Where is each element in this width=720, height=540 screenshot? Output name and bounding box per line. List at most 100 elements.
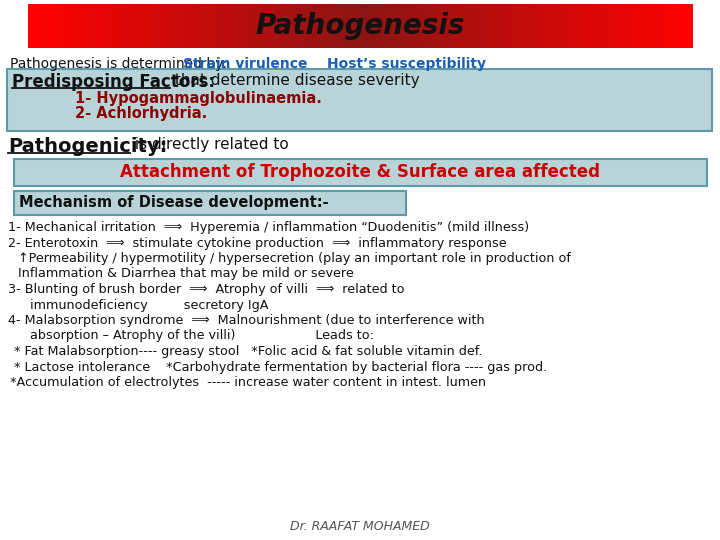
Bar — [399, 4, 405, 48]
Bar — [615, 4, 621, 48]
Bar — [465, 4, 471, 48]
Bar — [117, 4, 122, 48]
Bar — [681, 4, 687, 48]
Bar — [382, 4, 388, 48]
Text: * Lactose intolerance    *Carbohydrate fermentation by bacterial flora ---- gas : * Lactose intolerance *Carbohydrate ferm… — [10, 361, 547, 374]
Bar — [34, 4, 40, 48]
Bar — [360, 4, 366, 48]
Text: 2- Achlorhydria.: 2- Achlorhydria. — [75, 106, 207, 121]
Bar — [133, 4, 139, 48]
Bar — [609, 4, 615, 48]
Bar — [50, 4, 56, 48]
Bar — [642, 4, 648, 48]
Bar — [84, 4, 89, 48]
Bar — [686, 4, 693, 48]
Text: 1- Mechanical irritation  ⟹  Hyperemia / inflammation “Duodenitis” (mild illness: 1- Mechanical irritation ⟹ Hyperemia / i… — [8, 221, 529, 234]
Text: Mechanism of Disease development:-: Mechanism of Disease development:- — [19, 195, 328, 211]
Text: 3- Blunting of brush border  ⟹  Atrophy of villi  ⟹  related to: 3- Blunting of brush border ⟹ Atrophy of… — [8, 283, 405, 296]
Bar — [282, 4, 289, 48]
Bar — [294, 4, 300, 48]
Bar — [421, 4, 427, 48]
Bar — [526, 4, 532, 48]
Bar — [554, 4, 559, 48]
Bar — [105, 4, 112, 48]
Bar — [559, 4, 565, 48]
Bar — [459, 4, 466, 48]
Bar — [531, 4, 538, 48]
Bar — [492, 4, 499, 48]
Bar — [228, 4, 233, 48]
Text: * Fat Malabsorption---- greasy stool   *Folic acid & fat soluble vitamin def.: * Fat Malabsorption---- greasy stool *Fo… — [10, 345, 482, 358]
Bar — [72, 4, 78, 48]
Bar — [366, 4, 372, 48]
Bar — [321, 4, 328, 48]
Bar — [393, 4, 399, 48]
Bar — [144, 4, 150, 48]
Text: Strain virulence    Host’s susceptibility: Strain virulence Host’s susceptibility — [183, 57, 486, 71]
Bar — [166, 4, 172, 48]
Bar — [127, 4, 134, 48]
Bar — [333, 4, 338, 48]
Bar — [277, 4, 283, 48]
Bar — [271, 4, 277, 48]
Bar — [570, 4, 576, 48]
Bar — [576, 4, 582, 48]
Bar — [515, 4, 521, 48]
Bar — [415, 4, 421, 48]
Bar — [172, 4, 178, 48]
Bar — [504, 4, 510, 48]
Bar — [338, 4, 344, 48]
Bar — [78, 4, 84, 48]
Bar — [189, 4, 194, 48]
Bar — [199, 4, 206, 48]
Bar — [349, 4, 355, 48]
Bar — [210, 4, 217, 48]
Bar — [548, 4, 554, 48]
Bar — [310, 4, 316, 48]
Bar — [299, 4, 305, 48]
Bar — [55, 4, 62, 48]
Bar — [371, 4, 377, 48]
Bar — [94, 4, 100, 48]
Bar — [89, 4, 95, 48]
Bar — [476, 4, 482, 48]
Bar — [255, 4, 261, 48]
Text: immunodeficiency         secretory IgA: immunodeficiency secretory IgA — [18, 299, 269, 312]
Bar — [39, 4, 45, 48]
Bar — [249, 4, 256, 48]
Bar — [150, 4, 156, 48]
Bar — [438, 4, 444, 48]
Bar — [316, 4, 322, 48]
Text: 2- Enterotoxin  ⟹  stimulate cytokine production  ⟹  inflammatory response: 2- Enterotoxin ⟹ stimulate cytokine prod… — [8, 237, 507, 249]
Bar — [521, 4, 526, 48]
Bar — [471, 4, 477, 48]
FancyBboxPatch shape — [14, 159, 707, 186]
Bar — [564, 4, 571, 48]
Bar — [28, 4, 34, 48]
Text: ↑Permeability / hypermotility / hypersecretion (play an important role in produc: ↑Permeability / hypermotility / hypersec… — [18, 252, 571, 265]
Bar — [659, 4, 665, 48]
Bar — [653, 4, 660, 48]
Text: is directly related to: is directly related to — [130, 137, 289, 152]
Bar — [111, 4, 117, 48]
Bar — [261, 4, 266, 48]
Bar — [327, 4, 333, 48]
Bar — [67, 4, 73, 48]
Bar — [581, 4, 588, 48]
Bar — [377, 4, 382, 48]
Bar — [100, 4, 106, 48]
Bar — [631, 4, 637, 48]
Bar — [354, 4, 361, 48]
Bar — [410, 4, 416, 48]
Bar — [636, 4, 643, 48]
Bar — [665, 4, 670, 48]
Bar — [603, 4, 610, 48]
Text: Attachment of Trophozoite & Surface area affected: Attachment of Trophozoite & Surface area… — [120, 163, 600, 181]
Bar — [543, 4, 549, 48]
Text: Predisposing Factors:: Predisposing Factors: — [12, 73, 215, 91]
Bar — [238, 4, 244, 48]
Text: *Accumulation of electrolytes  ----- increase water content in intest. lumen: *Accumulation of electrolytes ----- incr… — [10, 376, 486, 389]
Bar — [177, 4, 184, 48]
Bar — [593, 4, 598, 48]
Text: 1- Hypogammaglobulinaemia.: 1- Hypogammaglobulinaemia. — [75, 91, 322, 106]
